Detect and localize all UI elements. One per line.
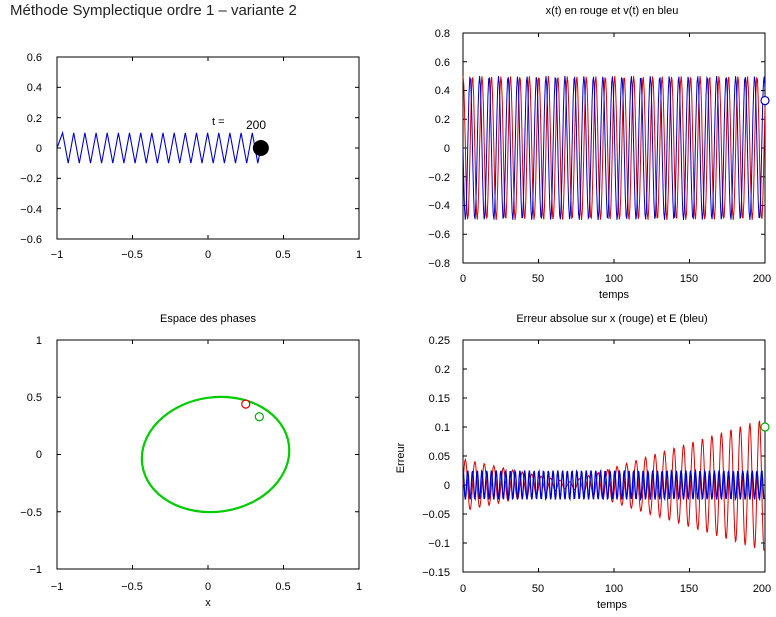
time-value: 200 (246, 118, 266, 132)
error-ytick: 0 (444, 480, 450, 492)
time-series-xtick: 200 (753, 273, 771, 285)
figure-title: Méthode Symplectique ordre 1 – variante … (10, 2, 297, 19)
error-ytick: −0.05 (422, 509, 450, 521)
error-xtick: 50 (532, 583, 544, 595)
animation-xtick: 0 (205, 249, 211, 261)
error-xtick: 0 (460, 583, 466, 595)
animation-ytick: 0.4 (27, 82, 42, 94)
phase-space-xtick: 0.5 (275, 581, 290, 593)
time-series-ytick: −0.6 (428, 229, 450, 241)
phase-space-xtick: −0.5 (121, 581, 143, 593)
animation-xtick: 0.5 (275, 249, 290, 261)
error-xlabel: temps (597, 599, 627, 611)
time-series-title: x(t) en rouge et v(t) en bleu (546, 5, 679, 17)
phase-space-ytick: 0 (36, 449, 42, 461)
phase-space-ytick: −0.5 (20, 507, 42, 519)
time-series-ytick: 0.4 (435, 85, 450, 97)
error-ytick: 0.25 (429, 335, 450, 347)
error-ytick: 0.1 (435, 422, 450, 434)
energy-error-line (462, 468, 765, 502)
phase-space-xtick: 0 (205, 581, 211, 593)
time-series-xtick: 50 (532, 273, 544, 285)
mass-marker (252, 140, 269, 156)
time-series-ytick: 0.6 (435, 57, 450, 69)
error-panel: Erreur absolue sur x (rouge) et E (bleu)… (395, 313, 771, 611)
phase-space-title: Espace des phases (160, 313, 257, 325)
phase-space-ytick: 1 (36, 335, 42, 347)
time-series-ytick: −0.2 (428, 172, 450, 184)
error-ytick: 0.15 (429, 393, 450, 405)
phase-marker-green (254, 412, 264, 422)
error-title: Erreur absolue sur x (rouge) et E (bleu) (516, 313, 707, 325)
phase-space-xtick: −1 (51, 581, 64, 593)
time-series-xtick: 0 (460, 273, 466, 285)
time-series-ytick: −0.4 (428, 200, 450, 212)
phase-space-ytick: −1 (29, 564, 42, 576)
time-label: t = (212, 116, 225, 128)
time-series-end-marker (760, 95, 770, 106)
phase-space-panel: Espace des phases 1 0.5 0 −0.5 −1 −1 −0.… (20, 313, 362, 609)
animation-xtick: −0.5 (121, 249, 143, 261)
animation-ytick: 0.6 (27, 52, 42, 64)
phase-space-frame (56, 339, 360, 570)
time-series-ytick: 0.8 (435, 28, 450, 40)
error-xtick: 150 (680, 583, 698, 595)
time-series-ytick: 0 (444, 143, 450, 155)
time-series-ytick: 0.2 (435, 114, 450, 126)
phase-space-ytick: 0.5 (27, 392, 42, 404)
error-ytick: 0.2 (435, 364, 450, 376)
animation-frame (56, 56, 360, 240)
animation-panel: 0.6 0.4 0.2 0 −0.2 −0.4 −0.6 −1 −0.5 0 0… (20, 52, 362, 261)
animation-ytick: −0.2 (20, 173, 42, 185)
x-error-line (462, 420, 765, 551)
spring-line (56, 130, 262, 164)
animation-xtick: −1 (51, 249, 64, 261)
time-series-xlabel: temps (599, 289, 629, 301)
phase-space-xtick: 1 (356, 581, 362, 593)
time-series-panel: x(t) en rouge et v(t) en bleu 0.8 0.6 0.… (428, 5, 771, 301)
phase-marker-red (241, 399, 251, 409)
v-series-line (462, 75, 766, 221)
error-ytick: −0.1 (428, 538, 450, 550)
time-series-xtick: 150 (680, 273, 698, 285)
animation-ytick: 0.2 (27, 113, 42, 125)
phase-trajectory (140, 395, 291, 514)
phase-space-xlabel: x (205, 597, 211, 609)
error-xtick: 100 (605, 583, 623, 595)
animation-xtick: 1 (356, 249, 362, 261)
animation-ytick: 0 (36, 143, 42, 155)
error-ytick: 0.05 (429, 451, 450, 463)
error-end-marker (760, 422, 770, 432)
x-series-line (462, 76, 766, 220)
error-ytick: −0.15 (422, 567, 450, 579)
error-xtick: 200 (753, 583, 771, 595)
animation-ytick: −0.6 (20, 234, 42, 246)
error-ylabel: Erreur (395, 442, 407, 473)
animation-ytick: −0.4 (20, 204, 42, 216)
time-series-xtick: 100 (605, 273, 623, 285)
time-series-ytick: −0.8 (428, 258, 450, 270)
